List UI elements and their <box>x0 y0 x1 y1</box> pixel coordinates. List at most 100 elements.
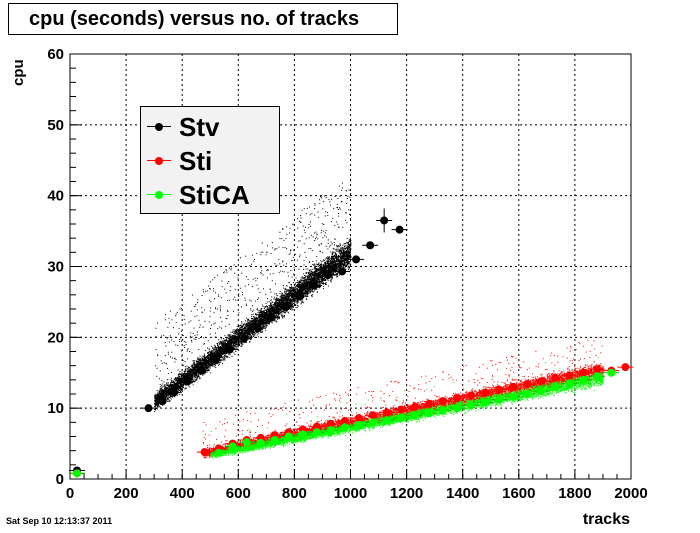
y-tick-label: 10 <box>47 400 64 417</box>
point-stv <box>338 267 347 276</box>
point-stica <box>467 401 476 410</box>
scatter-cloud-000000 <box>154 180 352 413</box>
point-stv <box>324 271 333 279</box>
y-tick-label: 0 <box>56 471 64 488</box>
point-stv <box>366 241 375 250</box>
scatter-cloud-00ff00 <box>210 357 604 460</box>
y-axis-title: cpu <box>10 59 27 86</box>
point-stica <box>537 387 546 396</box>
point-sti <box>523 380 532 389</box>
point-stica <box>607 368 616 377</box>
point-stica <box>551 382 560 391</box>
legend-label-sti: Sti <box>179 146 212 177</box>
point-stica <box>270 436 279 445</box>
x-tick-label: 200 <box>114 485 139 502</box>
point-stica <box>439 406 448 415</box>
point-stica <box>382 416 391 425</box>
legend-entry-stv: Stv <box>141 110 279 144</box>
point-sti <box>537 377 546 386</box>
x-tick-label: 600 <box>226 485 251 502</box>
point-stica <box>73 469 82 478</box>
timestamp: Sat Sep 10 12:13:37 2011 <box>6 516 112 526</box>
point-sti <box>593 365 602 374</box>
y-tick-label: 40 <box>47 188 64 205</box>
point-stica <box>368 418 377 427</box>
point-stica <box>565 379 574 388</box>
y-tick-label: 60 <box>47 46 64 63</box>
point-stv <box>352 255 361 264</box>
point-stica <box>340 423 349 432</box>
point-stica <box>284 432 293 441</box>
point-sti <box>200 448 209 457</box>
point-stv <box>169 388 178 397</box>
point-stica <box>228 442 237 451</box>
x-axis-title: tracks <box>583 511 630 529</box>
point-stv <box>281 302 290 311</box>
legend: Stv Sti StiCA <box>140 106 280 214</box>
point-stv <box>211 356 220 364</box>
point-stica <box>326 426 335 435</box>
x-tick-label: 0 <box>66 485 74 502</box>
legend-label-stv: Stv <box>179 112 219 143</box>
point-sti <box>425 399 434 408</box>
x-tick-label: 800 <box>282 485 307 502</box>
point-stv <box>183 377 192 386</box>
point-sti <box>579 368 588 377</box>
point-stica <box>411 411 420 420</box>
point-stv <box>296 292 305 301</box>
legend-marker-stica <box>147 191 171 199</box>
chart-title: cpu (seconds) versus no. of tracks <box>29 8 359 31</box>
point-stv <box>380 216 389 225</box>
legend-label-stica: StiCA <box>179 180 250 211</box>
point-stica <box>214 448 223 457</box>
legend-marker-stv <box>147 123 171 131</box>
x-tick-label: 400 <box>170 485 195 502</box>
x-tick-label: 1600 <box>502 485 535 502</box>
point-stv <box>225 345 234 354</box>
point-stica <box>453 404 462 413</box>
point-stica <box>509 392 518 401</box>
point-sti <box>368 411 377 420</box>
x-tick-label: 1800 <box>558 485 591 502</box>
point-stica <box>523 390 532 398</box>
point-stica <box>425 409 434 418</box>
point-stica <box>495 395 504 404</box>
point-stica <box>242 438 251 447</box>
point-stica <box>593 372 602 381</box>
point-sti <box>396 405 405 414</box>
point-stv <box>267 313 276 322</box>
point-sti <box>621 363 630 372</box>
y-tick-label: 50 <box>47 117 64 134</box>
point-stica <box>481 398 490 407</box>
point-sti <box>411 402 420 411</box>
point-sti <box>495 385 504 394</box>
point-stica <box>256 438 265 447</box>
point-sti <box>551 373 560 382</box>
point-sti <box>340 416 349 425</box>
point-sti <box>481 388 490 397</box>
point-stv <box>197 366 206 375</box>
point-stica <box>354 421 363 430</box>
point-stica <box>396 414 405 423</box>
point-sti <box>382 408 391 417</box>
point-sti <box>354 414 363 423</box>
point-stv <box>395 225 404 234</box>
point-stica <box>579 375 588 384</box>
point-stv <box>144 404 153 413</box>
point-stv <box>239 334 248 343</box>
point-sti <box>565 371 574 380</box>
point-sti <box>326 419 335 428</box>
point-sti <box>439 397 448 406</box>
point-sti <box>509 382 518 391</box>
point-sti <box>453 394 462 403</box>
point-stv <box>158 397 167 406</box>
point-stv <box>253 324 262 333</box>
point-stv <box>310 281 319 290</box>
y-tick-label: 30 <box>47 259 64 276</box>
point-sti <box>467 391 476 400</box>
chart-title-box: cpu (seconds) versus no. of tracks <box>8 3 398 35</box>
point-stica <box>298 430 307 439</box>
point-stica <box>312 428 321 437</box>
legend-entry-sti: Sti <box>141 144 279 178</box>
